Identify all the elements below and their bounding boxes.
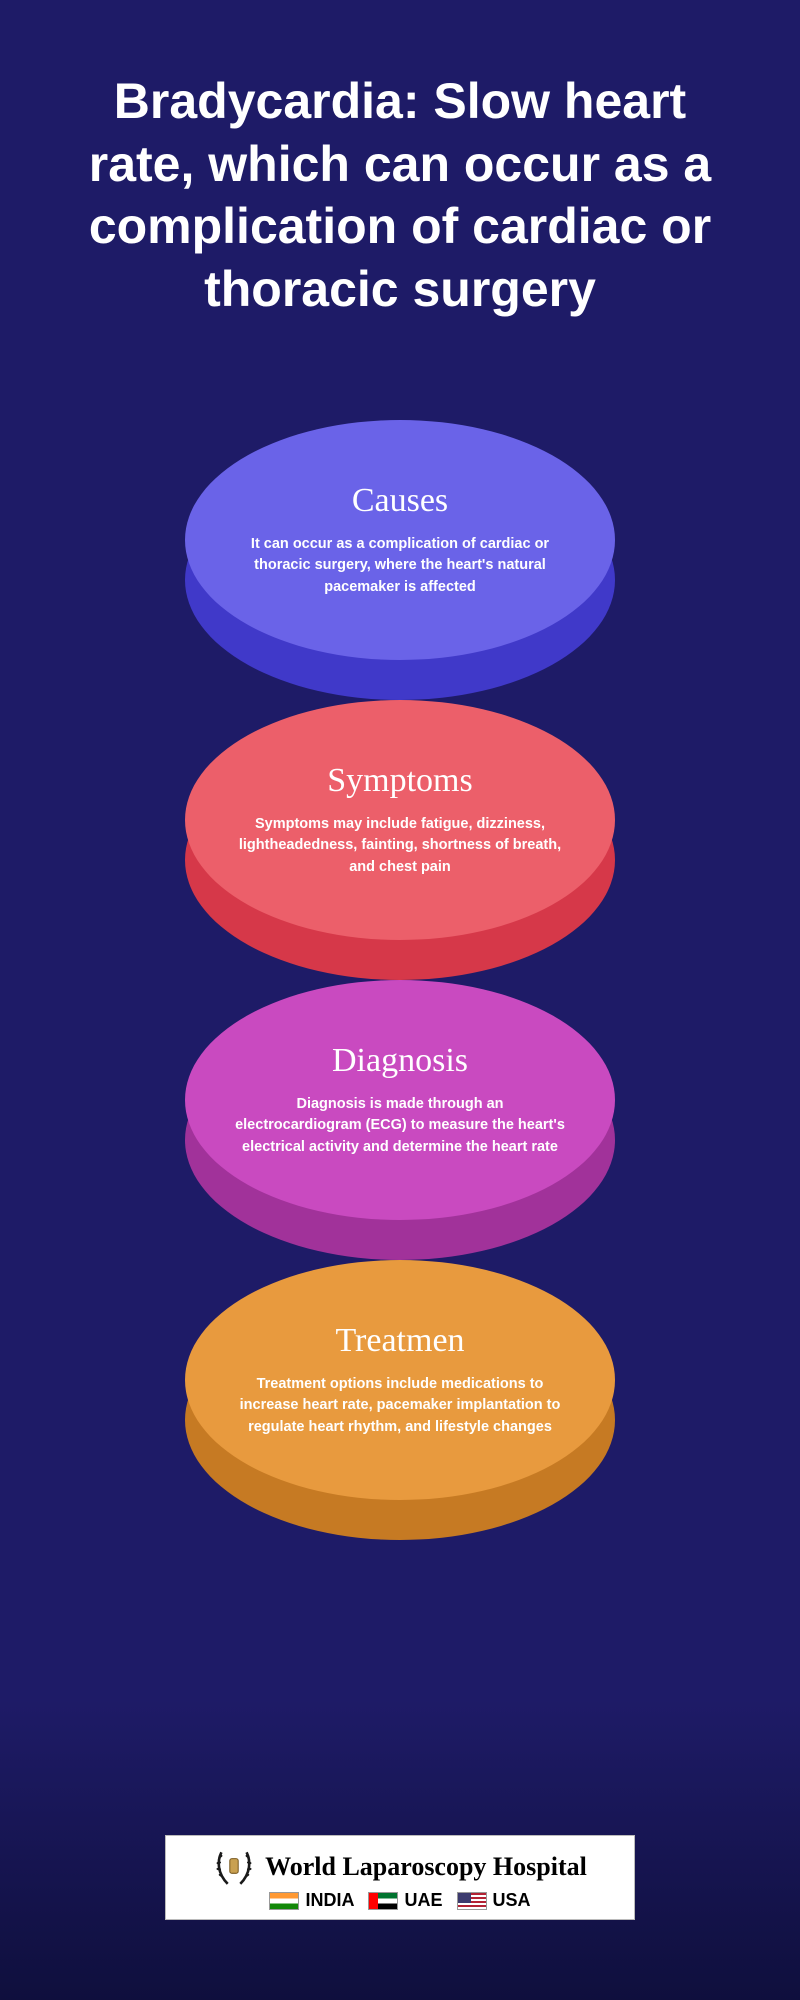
disk-diagnosis: Diagnosis Diagnosis is made through an e… bbox=[185, 980, 615, 1280]
disk-top: Symptoms Symptoms may include fatigue, d… bbox=[185, 700, 615, 940]
footer-loc-uae: UAE bbox=[368, 1890, 442, 1911]
footer-org-box: World Laparoscopy Hospital INDIA UAE USA bbox=[165, 1835, 635, 1920]
disk-body: It can occur as a complication of cardia… bbox=[235, 534, 565, 597]
disk-body: Diagnosis is made through an electrocard… bbox=[235, 1094, 565, 1157]
footer-locations: INDIA UAE USA bbox=[184, 1890, 616, 1911]
laurel-icon bbox=[213, 1846, 255, 1888]
disk-causes: Causes It can occur as a complication of… bbox=[185, 420, 615, 720]
disk-heading: Treatmen bbox=[335, 1322, 464, 1360]
disk-heading: Diagnosis bbox=[332, 1042, 468, 1080]
disk-body: Treatment options include medications to… bbox=[235, 1374, 565, 1437]
footer-top-row: World Laparoscopy Hospital bbox=[184, 1846, 616, 1888]
disk-heading: Causes bbox=[352, 482, 448, 520]
loc-label: INDIA bbox=[305, 1890, 354, 1911]
flag-india-icon bbox=[269, 1892, 299, 1910]
disk-stack: Causes It can occur as a complication of… bbox=[0, 420, 800, 1620]
disk-top: Diagnosis Diagnosis is made through an e… bbox=[185, 980, 615, 1220]
footer-loc-usa: USA bbox=[457, 1890, 531, 1911]
disk-heading: Symptoms bbox=[327, 762, 472, 800]
disk-top: Causes It can occur as a complication of… bbox=[185, 420, 615, 660]
footer-org-name: World Laparoscopy Hospital bbox=[265, 1852, 587, 1882]
loc-label: UAE bbox=[404, 1890, 442, 1911]
disk-top: Treatmen Treatment options include medic… bbox=[185, 1260, 615, 1500]
page-title: Bradycardia: Slow heart rate, which can … bbox=[0, 0, 800, 320]
footer-loc-india: INDIA bbox=[269, 1890, 354, 1911]
loc-label: USA bbox=[493, 1890, 531, 1911]
disk-body: Symptoms may include fatigue, dizziness,… bbox=[235, 814, 565, 877]
disk-treatment: Treatmen Treatment options include medic… bbox=[185, 1260, 615, 1560]
disk-symptoms: Symptoms Symptoms may include fatigue, d… bbox=[185, 700, 615, 1000]
flag-uae-icon bbox=[368, 1892, 398, 1910]
flag-usa-icon bbox=[457, 1892, 487, 1910]
